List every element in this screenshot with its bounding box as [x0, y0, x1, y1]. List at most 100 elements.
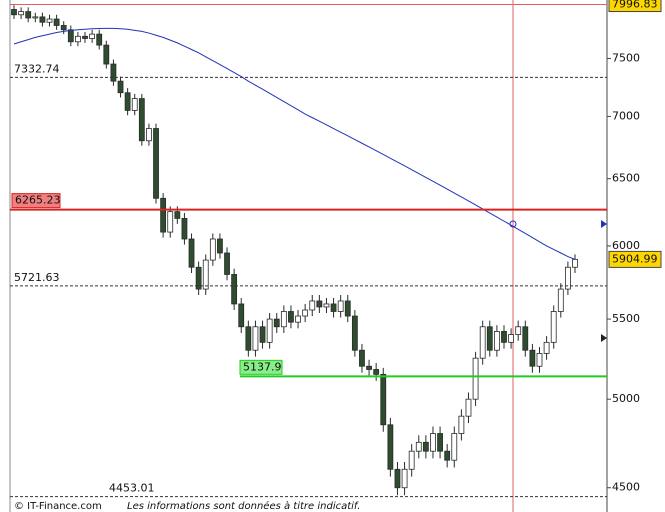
candle-body [493, 331, 500, 351]
candle-body [344, 300, 351, 317]
candle-body [380, 373, 387, 426]
candle-body [138, 98, 145, 142]
candle-body [110, 63, 117, 82]
candle-body [273, 318, 280, 328]
level-label: 5137.9 [243, 360, 282, 373]
candle-body [408, 450, 415, 470]
candle-body [217, 238, 223, 254]
candle-body [188, 238, 195, 268]
candle-body [451, 433, 458, 461]
candle-body [422, 441, 429, 452]
candle-body [11, 9, 17, 16]
candle-body [316, 300, 323, 308]
candle-body [82, 35, 88, 39]
candle-body [146, 128, 152, 142]
candle-body [472, 357, 479, 400]
copyright: © IT-Finance.com [14, 501, 102, 512]
y-tick-label: 7500 [612, 51, 640, 64]
level-label: 4453.01 [109, 482, 155, 495]
candle-body [160, 197, 167, 233]
y-tick-label: 4500 [612, 481, 640, 494]
candle-body [231, 274, 238, 305]
candle-body [401, 468, 408, 489]
candle-body [238, 303, 245, 328]
candle-body [564, 266, 571, 290]
candle-body [280, 311, 287, 328]
candle-body [543, 341, 550, 354]
candle-body [557, 288, 564, 312]
arrow [601, 220, 607, 228]
y-tick-label: 6000 [612, 239, 640, 252]
candle-body [60, 25, 67, 31]
candle-body [330, 303, 337, 312]
candle-body [536, 353, 543, 367]
y-tick-label: 5500 [612, 312, 640, 325]
candle-body [458, 415, 465, 434]
candle-body [288, 311, 294, 323]
candle-body [89, 33, 96, 39]
last-price-box [608, 250, 662, 268]
level-label-box [239, 359, 283, 375]
arrow [601, 334, 607, 342]
candle-body [359, 349, 365, 367]
candle-body [515, 326, 522, 335]
candle-body [465, 398, 472, 417]
candle-body [351, 315, 358, 351]
moving-average [13, 27, 576, 260]
candle-body [224, 252, 230, 275]
candle-body [202, 259, 209, 290]
candle-body [550, 311, 557, 343]
candle-body [153, 128, 159, 199]
candle-body [117, 80, 124, 94]
candle-body [479, 326, 486, 359]
candle-body [337, 300, 344, 312]
candle-body [323, 303, 330, 308]
candle-body [209, 238, 216, 261]
candle-body [486, 326, 493, 351]
candle-body [430, 433, 436, 452]
candle-body [444, 450, 451, 461]
plot: 4500 5000 5500 6000 6500 7000 7500 7996.83 7332.… [10, 0, 662, 498]
level-label: 7996.83 [612, 0, 658, 11]
candle-body [67, 29, 74, 43]
candle-body [195, 266, 202, 290]
candle-body [572, 258, 578, 268]
candle-body [387, 424, 394, 470]
candle-body [252, 326, 259, 351]
level-label-box [608, 0, 662, 13]
candle-body [394, 468, 401, 489]
candle-body [25, 11, 32, 19]
candle-body [259, 326, 266, 343]
level-label-box [11, 193, 61, 209]
candle-body [366, 365, 372, 370]
y-tick-label: 6500 [612, 172, 640, 185]
candle-body [96, 33, 103, 46]
candle-body [309, 300, 316, 311]
y-tick-label: 5000 [612, 392, 640, 405]
y-tick-label: 7000 [612, 109, 640, 122]
candle-body [18, 11, 25, 16]
candle-body [53, 18, 60, 26]
candle-body [437, 433, 443, 452]
candle-body [75, 35, 81, 43]
crosshair-marker [509, 220, 517, 228]
candle-body [39, 16, 46, 23]
disclaimer: Les informations sont données à titre in… [127, 500, 360, 512]
candle-body [124, 92, 131, 111]
candle-body [508, 334, 514, 343]
candle-body [501, 331, 507, 343]
level-label: 7332.74 [14, 62, 60, 75]
candle-body [302, 309, 309, 317]
last-price-label: 5904.99 [612, 252, 658, 265]
candle-body [529, 349, 536, 367]
candle-body [131, 98, 138, 111]
level-label: 5721.63 [14, 271, 60, 284]
candle-body [266, 318, 273, 343]
candle-body [103, 44, 110, 65]
candle-body [167, 211, 174, 233]
candle-body [522, 326, 529, 351]
candle-body [295, 315, 301, 323]
